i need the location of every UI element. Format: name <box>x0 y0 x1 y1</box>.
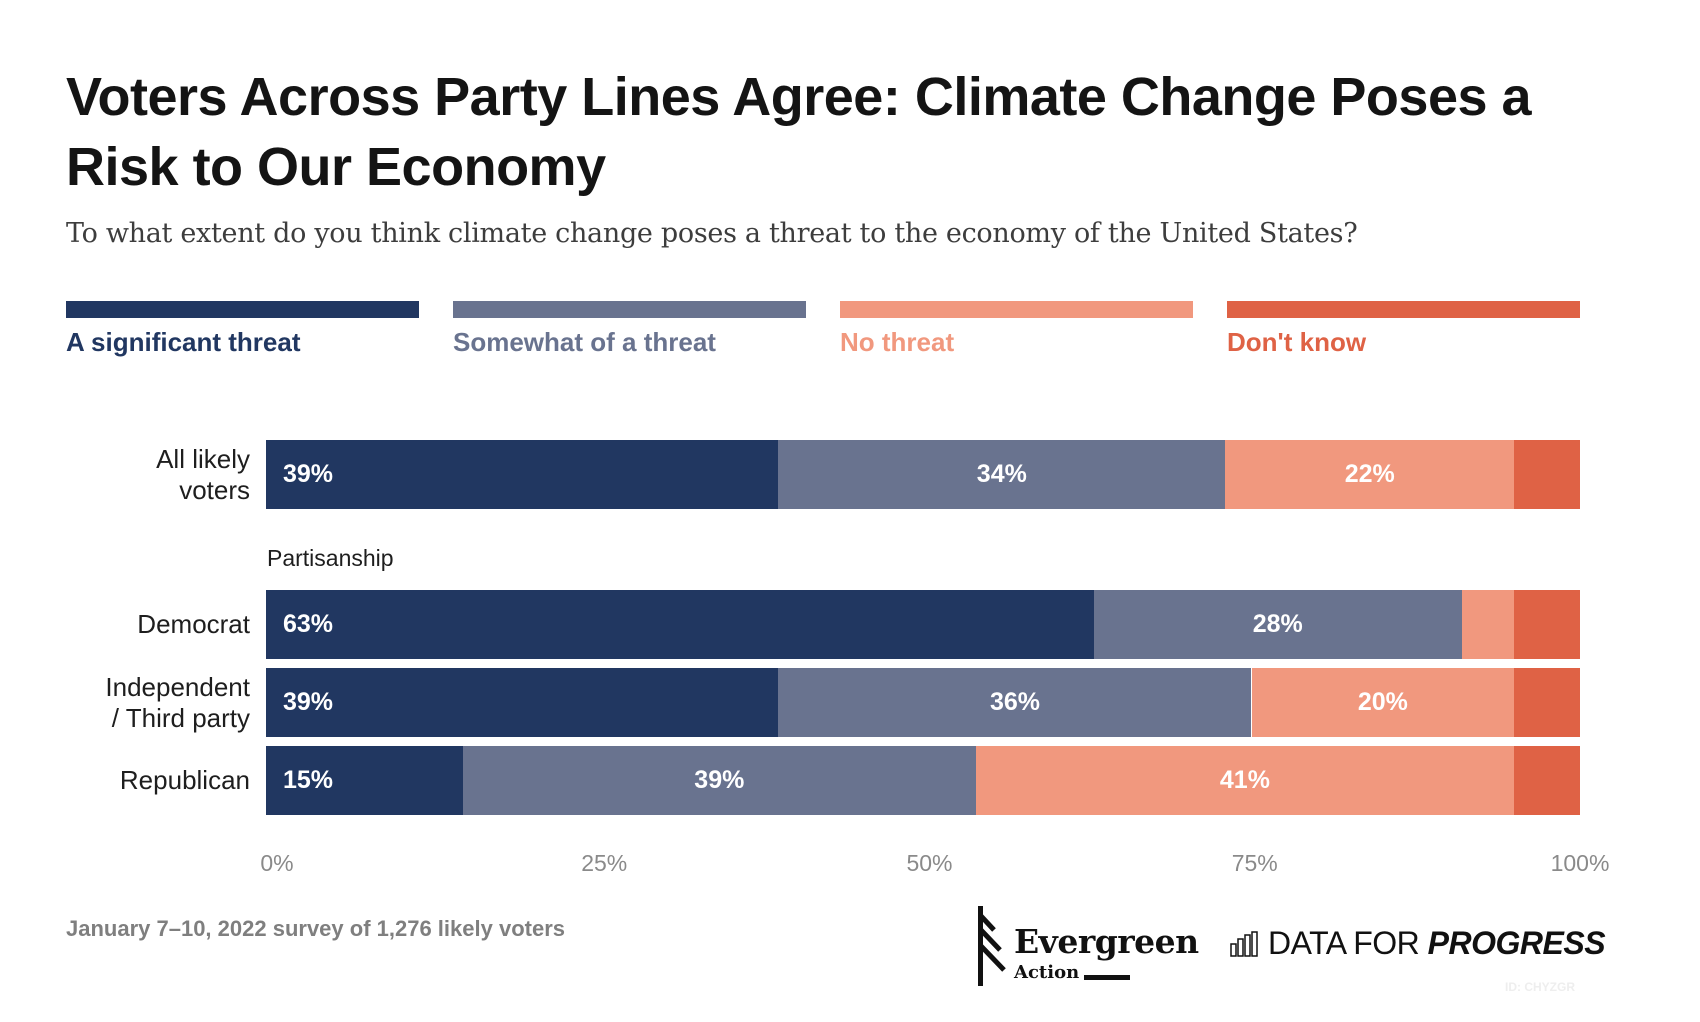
legend-item-somewhat-threat: Somewhat of a threat <box>453 301 806 358</box>
legend-swatch <box>1227 301 1580 318</box>
x-tick-label: 75% <box>1231 850 1278 876</box>
legend-swatch <box>66 301 419 318</box>
data-label: 39% <box>283 460 334 488</box>
row-label: Republican <box>120 765 250 796</box>
bar-segment <box>778 440 1226 509</box>
row-label-line: All likely <box>156 443 250 474</box>
dfp-wordmark: DATA FOR PROGRESS <box>1268 925 1606 962</box>
bar-row: 39% 34% 22% <box>266 440 1580 509</box>
x-tick-label: 25% <box>581 850 628 876</box>
bar-segment <box>1514 746 1580 815</box>
legend-label: Don't know <box>1227 327 1367 357</box>
bar-row: 39% 36% 20% <box>266 668 1580 737</box>
legend-item-no-threat: No threat <box>840 301 1193 358</box>
chart-subtitle: To what extent do you think climate chan… <box>66 218 1358 249</box>
bar-segment <box>1251 668 1515 737</box>
bar-segment <box>266 668 779 737</box>
evergreen-wordmark: Evergreen <box>1014 922 1199 961</box>
data-label: 41% <box>1219 766 1270 794</box>
x-tick-label: 0% <box>260 850 294 876</box>
legend-swatch <box>453 301 806 318</box>
legend-swatch <box>840 301 1193 318</box>
data-label: 20% <box>1357 688 1408 716</box>
row-label: All likely voters <box>156 444 250 506</box>
bar-segment <box>266 746 464 815</box>
data-for-progress-logo: DATA FOR PROGRESS <box>1230 925 1606 962</box>
row-label-line: Democrat <box>137 609 250 639</box>
row-label-line: Republican <box>119 765 250 795</box>
bar-segment <box>1225 440 1515 509</box>
bar-segment <box>778 668 1252 737</box>
legend-label: No threat <box>840 327 955 357</box>
bar-segment <box>1514 590 1580 659</box>
x-tick-label: 50% <box>906 850 953 876</box>
bar-segment <box>1514 440 1580 509</box>
evergreen-tree-icon <box>978 906 1006 986</box>
bar-segment <box>1093 590 1462 659</box>
bar-segment <box>463 746 976 815</box>
bar-chart-icon <box>1230 930 1258 957</box>
chart-title: Voters Across Party Lines Agree: Climate… <box>66 67 1532 197</box>
bar-row: 15% 39% 41% <box>266 746 1580 815</box>
legend-label: Somewhat of a threat <box>453 327 716 357</box>
data-label: 15% <box>283 766 334 794</box>
group-label-partisanship: Partisanship <box>267 545 394 571</box>
row-label-line: voters <box>179 474 250 505</box>
data-label: 36% <box>989 688 1040 716</box>
bar-segment <box>266 440 779 509</box>
row-label-line: / Third party <box>111 702 250 733</box>
survey-note: January 7–10, 2022 survey of 1,276 likel… <box>66 916 565 941</box>
bar-segment <box>1461 590 1515 659</box>
row-label-line: Independent <box>105 671 250 702</box>
legend: A significant threat Somewhat of a threa… <box>66 301 1580 361</box>
data-label: 22% <box>1344 460 1395 488</box>
row-label: Democrat <box>137 609 250 640</box>
legend-item-significant-threat: A significant threat <box>66 301 419 358</box>
bar-segment <box>975 746 1515 815</box>
evergreen-rule <box>1084 975 1130 980</box>
chart-id: ID: CHYZGR <box>1505 980 1575 994</box>
data-label: 34% <box>976 460 1027 488</box>
legend-item-dont-know: Don't know <box>1227 301 1580 358</box>
data-label: 39% <box>694 766 745 794</box>
dfp-wordmark-bold: PROGRESS <box>1427 925 1606 961</box>
x-tick-label: 100% <box>1550 850 1610 876</box>
dfp-wordmark-regular: DATA FOR <box>1268 925 1428 961</box>
data-label: 28% <box>1252 610 1303 638</box>
legend-label: A significant threat <box>66 327 301 357</box>
data-label: 39% <box>283 688 334 716</box>
bar-segment <box>1514 668 1580 737</box>
evergreen-sub-wordmark: Action <box>1014 962 1080 983</box>
evergreen-action-logo: Evergreen Action <box>978 906 1208 986</box>
data-label: 63% <box>283 610 334 638</box>
row-label: Independent / Third party <box>105 672 250 734</box>
bar-segment <box>266 590 1094 659</box>
bar-row: 63% 28% <box>266 590 1580 659</box>
